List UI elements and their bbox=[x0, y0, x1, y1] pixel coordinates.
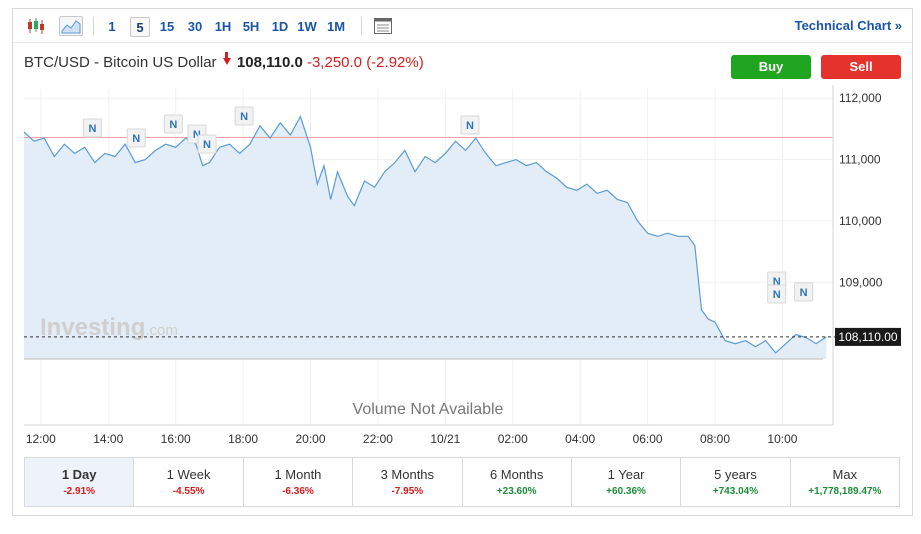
table-icon[interactable] bbox=[372, 16, 394, 36]
toolbar-divider bbox=[361, 17, 362, 35]
y-tick-label: 111,000 bbox=[839, 153, 881, 167]
news-marker-label: N bbox=[240, 111, 248, 123]
x-tick-label: 04:00 bbox=[565, 432, 595, 446]
price-line bbox=[23, 115, 827, 354]
buy-button[interactable]: Buy bbox=[731, 55, 811, 79]
x-tick-label: 14:00 bbox=[93, 432, 123, 446]
performance-periods: 1 Day -2.91% 1 Week -4.55% 1 Month -6.36% 3 Mo… bbox=[24, 457, 900, 507]
y-tick-label: 112,000 bbox=[839, 91, 882, 105]
y-tick-label: 109,000 bbox=[839, 275, 883, 289]
news-marker[interactable] bbox=[234, 106, 254, 126]
news-marker-label: N bbox=[466, 120, 474, 132]
period-label: 1 Week bbox=[166, 467, 211, 482]
timeframe-1w[interactable]: 1W bbox=[297, 19, 317, 34]
timeframe-30[interactable]: 30 bbox=[187, 19, 203, 34]
x-tick-label: 20:00 bbox=[296, 432, 326, 446]
period-1-month[interactable]: 1 Month -6.36% bbox=[244, 458, 354, 506]
period-3-months[interactable]: 3 Months -7.95% bbox=[353, 458, 463, 506]
timeframe-1[interactable]: 1 bbox=[108, 19, 116, 34]
period-change: +1,778,189.47% bbox=[808, 486, 882, 497]
y-tick-label: 110,000 bbox=[839, 214, 882, 228]
period-label: 1 Month bbox=[274, 467, 322, 482]
x-tick-label: 10:00 bbox=[767, 432, 797, 446]
news-marker-label: N bbox=[203, 139, 211, 151]
chart-toolbar: 1 5 15 30 1H 5H 1D 1W 1M Technical Chart » bbox=[13, 9, 912, 43]
period-change: +23.60% bbox=[496, 486, 537, 497]
last-price: 108,110.0 bbox=[236, 54, 303, 71]
period-1-year[interactable]: 1 Year +60.36% bbox=[572, 458, 682, 506]
price-area-fill bbox=[24, 116, 827, 359]
news-marker-label: N bbox=[169, 119, 177, 131]
news-marker-label: N bbox=[773, 289, 781, 301]
period-5-years[interactable]: 5 years +743.04% bbox=[681, 458, 791, 506]
chart-header: BTC/USD - Bitcoin US Dollar 108,110.0 -3… bbox=[13, 44, 912, 84]
news-marker[interactable] bbox=[163, 114, 183, 134]
chart-area[interactable]: Investing.com N N N N N N N N N N 112,000 111,000 110… bbox=[13, 85, 912, 462]
timeframe-1d[interactable]: 1D bbox=[271, 19, 289, 34]
technical-chart-link[interactable]: Technical Chart » bbox=[794, 18, 902, 33]
period-change: -7.95% bbox=[391, 486, 424, 497]
timeframe-1h[interactable]: 1H bbox=[214, 19, 232, 34]
period-change: -4.55% bbox=[172, 486, 205, 497]
news-marker[interactable] bbox=[767, 284, 787, 304]
news-marker-label: N bbox=[800, 287, 808, 299]
timeframe-1m[interactable]: 1M bbox=[326, 19, 346, 34]
news-marker-label: N bbox=[193, 129, 201, 141]
period-label: 3 Months bbox=[380, 467, 435, 482]
period-label: 5 years bbox=[714, 467, 757, 482]
area-chart-icon[interactable] bbox=[59, 16, 83, 36]
x-tick-label: 10/21 bbox=[430, 432, 460, 446]
x-tick-label: 18:00 bbox=[228, 432, 258, 446]
period-change: -2.91% bbox=[63, 486, 96, 497]
news-marker[interactable] bbox=[460, 115, 480, 135]
toolbar-divider bbox=[93, 17, 94, 35]
chart-widget: 1 5 15 30 1H 5H 1D 1W 1M Technical Chart » BTC/U… bbox=[12, 8, 913, 516]
price-change: -3,250.0 bbox=[306, 54, 363, 71]
arrow-down-icon bbox=[222, 52, 231, 65]
period-change: +60.36% bbox=[606, 486, 646, 497]
instrument-name: BTC/USD - Bitcoin US Dollar bbox=[24, 54, 217, 71]
period-max[interactable]: Max +1,778,189.47% bbox=[791, 458, 899, 506]
news-marker-label: N bbox=[132, 133, 140, 145]
timeframe-5[interactable]: 5 bbox=[130, 17, 150, 37]
x-tick-label: 12:00 bbox=[26, 432, 56, 446]
period-1-day[interactable]: 1 Day -2.91% bbox=[25, 458, 135, 506]
price-change-percent: (-2.92%) bbox=[366, 54, 424, 71]
news-marker-label: N bbox=[88, 123, 96, 135]
x-tick-label: 02:00 bbox=[498, 432, 528, 446]
news-marker[interactable] bbox=[126, 128, 146, 148]
instrument-title: BTC/USD - Bitcoin US Dollar 108,110.0 -3… bbox=[24, 52, 424, 71]
sell-button[interactable]: Sell bbox=[821, 55, 901, 79]
period-1-week[interactable]: 1 Week -4.55% bbox=[134, 458, 244, 506]
period-label: 1 Year bbox=[607, 467, 645, 482]
period-change: -6.36% bbox=[282, 486, 314, 497]
period-change: +743.04% bbox=[712, 486, 759, 497]
timeframe-5h[interactable]: 5H bbox=[242, 19, 260, 34]
x-tick-label: 06:00 bbox=[633, 432, 663, 446]
period-label: 6 Months bbox=[489, 467, 544, 482]
news-marker[interactable] bbox=[794, 282, 814, 302]
x-tick-label: 16:00 bbox=[161, 432, 191, 446]
x-tick-label: 08:00 bbox=[700, 432, 730, 446]
period-6-months[interactable]: 6 Months +23.60% bbox=[463, 458, 572, 506]
timeframe-15[interactable]: 15 bbox=[159, 19, 175, 34]
period-label: 1 Day bbox=[61, 467, 97, 482]
news-marker[interactable] bbox=[197, 134, 217, 154]
x-tick-label: 22:00 bbox=[363, 432, 393, 446]
news-marker-label: N bbox=[773, 276, 781, 288]
period-label: Max bbox=[832, 467, 858, 482]
last-price-label: 108,110.00 bbox=[838, 330, 897, 344]
volume-not-available-text: Volume Not Available bbox=[353, 401, 504, 418]
news-marker[interactable] bbox=[82, 118, 102, 138]
candlestick-icon[interactable] bbox=[25, 16, 47, 36]
last-price-badge bbox=[835, 327, 901, 346]
